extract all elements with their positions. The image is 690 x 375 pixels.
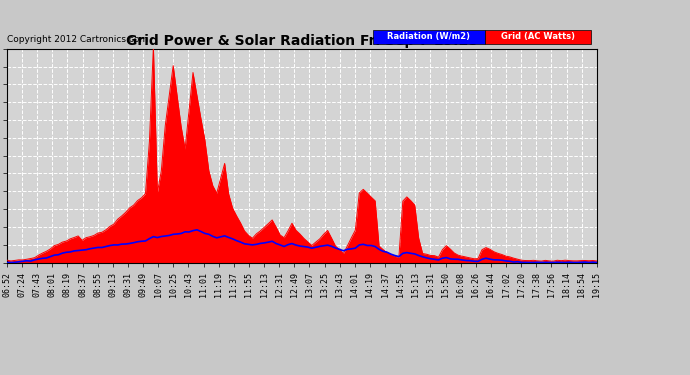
Text: Radiation (W/m2): Radiation (W/m2) — [387, 33, 470, 42]
FancyBboxPatch shape — [373, 30, 485, 45]
Title: Grid Power & Solar Radiation Fri Sep 7 19:25: Grid Power & Solar Radiation Fri Sep 7 1… — [126, 34, 478, 48]
Text: Grid (AC Watts): Grid (AC Watts) — [501, 33, 575, 42]
FancyBboxPatch shape — [485, 30, 591, 45]
Text: Copyright 2012 Cartronics.com: Copyright 2012 Cartronics.com — [7, 36, 148, 45]
